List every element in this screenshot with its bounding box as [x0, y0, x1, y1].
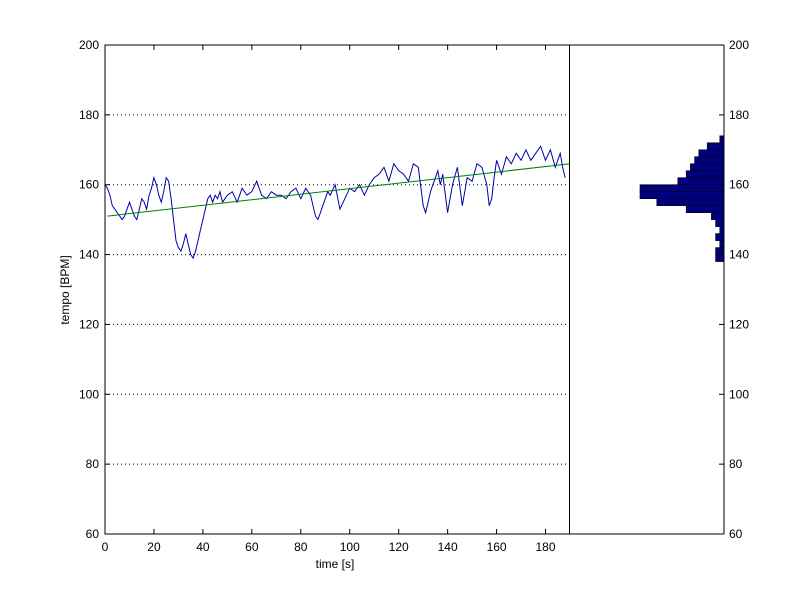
y-tick-label: 160 — [79, 178, 99, 192]
histogram-bar — [715, 219, 725, 227]
histogram-ticks: 60 80 100 120 140 160 180 200 — [719, 38, 749, 541]
x-tick-label: 0 — [102, 540, 109, 554]
x-tick-label: 100 — [340, 540, 360, 554]
trend-line — [107, 163, 571, 217]
y-tick-label: 140 — [79, 248, 99, 262]
histogram-bar — [690, 163, 725, 172]
histogram-bar — [719, 135, 725, 144]
histogram-bar — [711, 212, 725, 220]
histogram-bar — [639, 191, 725, 199]
histogram-bar — [715, 254, 725, 262]
main-grid — [105, 114, 570, 465]
main-plot: 0 20 40 60 80 100 120 140 160 180 60 80 100 120 140 160… — [58, 38, 571, 571]
main-series — [104, 145, 571, 260]
histogram-y-tick-label: 80 — [729, 457, 743, 471]
histogram-y-tick-label: 60 — [729, 527, 743, 541]
histogram-y-tick-label: 120 — [729, 317, 749, 331]
y-tick-label: 80 — [86, 457, 100, 471]
histogram-plot-area — [570, 45, 724, 534]
histogram-bar — [698, 149, 725, 158]
x-tick-label: 160 — [487, 540, 507, 554]
histogram-bar — [706, 142, 725, 151]
histogram-y-tick-label: 100 — [729, 387, 749, 401]
histogram-bar — [677, 177, 725, 186]
histogram-y-tick-label: 200 — [729, 38, 749, 52]
histogram-bar — [719, 240, 725, 248]
histogram-y-tick-label: 140 — [729, 248, 749, 262]
x-tick-label: 20 — [147, 540, 161, 554]
y-axis-label: tempo [BPM] — [58, 255, 72, 324]
histogram-bar — [715, 233, 725, 241]
x-tick-label: 40 — [196, 540, 210, 554]
x-tick-label: 140 — [438, 540, 458, 554]
histogram-bar — [656, 198, 725, 206]
histogram-bar — [685, 170, 725, 179]
histogram-bar — [694, 156, 725, 165]
y-tick-label: 100 — [79, 387, 99, 401]
main-ticks: 0 20 40 60 80 100 120 140 160 180 60 80 100 120 140 160… — [79, 38, 556, 554]
histogram-y-tick-label: 160 — [729, 178, 749, 192]
main-plot-area — [105, 45, 570, 534]
x-tick-label: 80 — [294, 540, 308, 554]
histogram-bar — [715, 247, 725, 255]
y-tick-label: 200 — [79, 38, 99, 52]
y-tick-label: 120 — [79, 317, 99, 331]
histogram-bar — [685, 205, 725, 213]
histogram-y-tick-label: 180 — [729, 108, 749, 122]
y-tick-label: 180 — [79, 108, 99, 122]
histogram-bar — [719, 226, 725, 234]
x-tick-label: 120 — [389, 540, 409, 554]
y-tick-label: 60 — [86, 527, 100, 541]
x-tick-label: 180 — [536, 540, 556, 554]
x-axis-label: time [s] — [316, 557, 355, 571]
histogram-plot: 60 80 100 120 140 160 180 200 — [570, 38, 749, 541]
x-tick-label: 60 — [245, 540, 259, 554]
tempo-line — [104, 145, 566, 260]
histogram-bar — [639, 184, 725, 192]
